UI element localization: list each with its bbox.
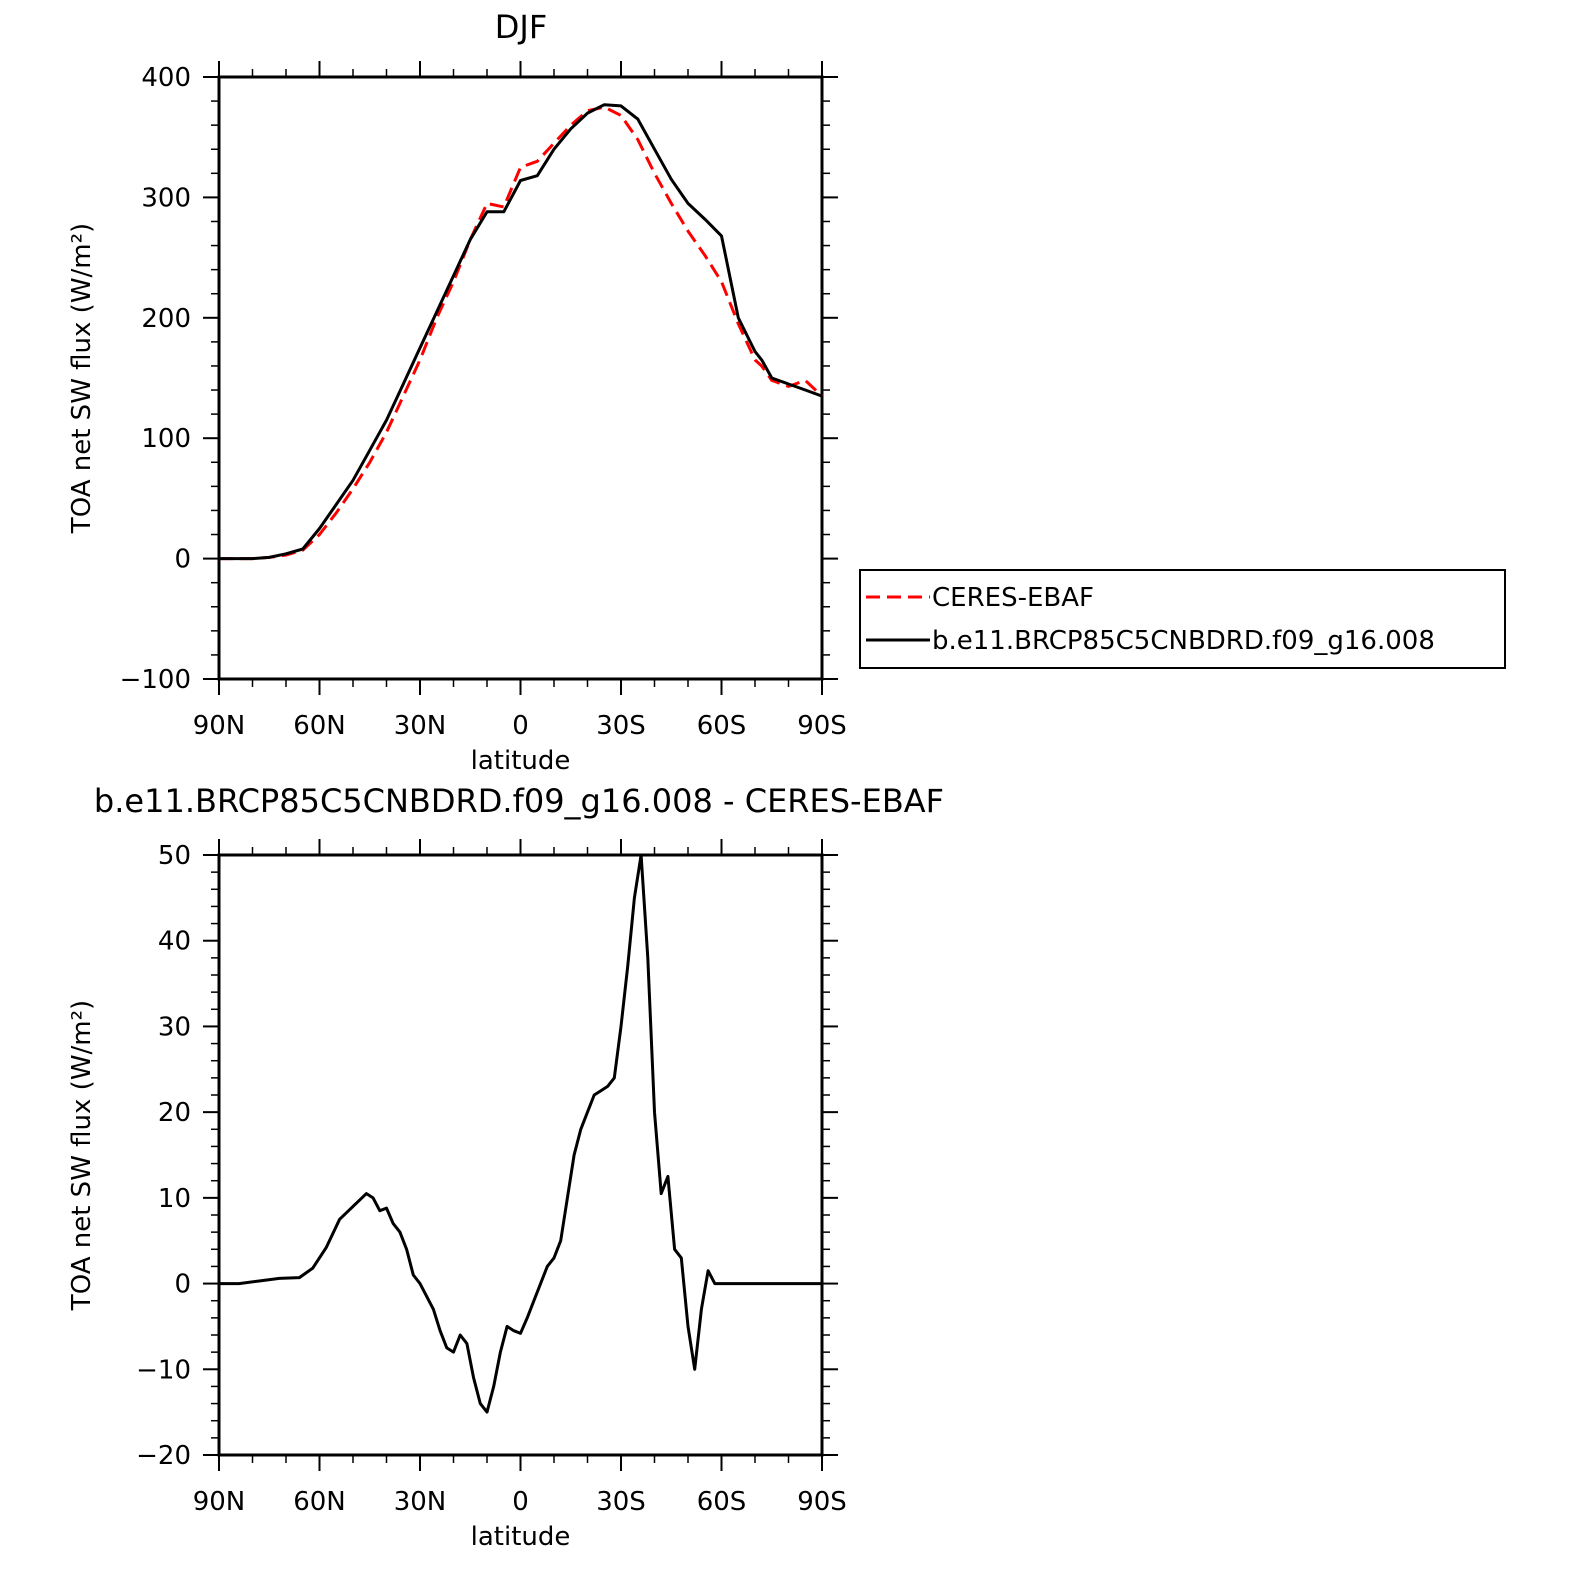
y-tick-label-0-3: 200 [141,304,191,334]
x-tick-label-1-6: 90S [797,1487,847,1517]
x-tick-label-1-5: 60S [697,1487,747,1517]
x-tick-label-1-3: 0 [512,1487,529,1517]
y-tick-label-1-0: −20 [136,1441,191,1471]
y-axis-label-0: TOA net SW flux (W/m²) [67,223,97,534]
bottom-chart-title: b.e11.BRCP85C5CNBDRD.f09_g16.008 - CERES… [94,782,944,820]
y-tick-label-1-5: 30 [158,1012,191,1042]
bottom-plot: −20 −10 0 10 20 30 40 50 90N 60N 30N 0 30S 60S 90S lati… [67,839,847,1552]
plot-frame-0 [217,75,824,681]
x-tick-label-1-1: 60N [293,1487,346,1517]
y-tick-label-1-1: −10 [136,1355,191,1385]
series-line-0-1 [219,103,823,561]
top-plot: −100 0 100 200 300 400 90N 60N 30N 0 30S 60S 90S lati… [67,61,847,776]
y-tick-label-1-3: 10 [158,1184,191,1214]
legend-label-model: b.e11.BRCP85C5CNBDRD.f09_g16.008 [932,626,1435,656]
x-tick-label-0-1: 60N [293,711,346,741]
legend-box [859,569,1506,669]
series-line-1-0 [219,853,822,1414]
y-tick-label-1-6: 40 [158,927,191,957]
legend: CERES-EBAF b.e11.BRCP85C5CNBDRD.f09_g16.… [859,569,1506,669]
x-tick-label-1-2: 30N [394,1487,447,1517]
y-tick-label-0-1: 0 [174,545,191,575]
y-tick-label-0-5: 400 [141,63,191,93]
x-tick-label-0-6: 90S [797,711,847,741]
series-line-0-0 [219,105,824,561]
x-axis-label-1: latitude [471,1522,571,1552]
y-tick-label-1-7: 50 [158,841,191,871]
legend-label-ceres-ebaf: CERES-EBAF [932,583,1094,613]
x-axis-label-0: latitude [471,746,571,776]
y-tick-label-1-2: 0 [174,1270,191,1300]
y-tick-label-0-4: 300 [141,183,191,213]
plot-frame-1 [217,853,824,1457]
y-axis-label-1: TOA net SW flux (W/m²) [67,1000,97,1311]
y-tick-label-1-4: 20 [158,1098,191,1128]
y-tick-label-0-2: 100 [141,424,191,454]
x-tick-label-1-0: 90N [193,1487,246,1517]
x-tick-label-0-0: 90N [193,711,246,741]
top-chart-title: DJF [495,8,547,46]
x-tick-label-0-5: 60S [697,711,747,741]
x-tick-label-0-4: 30S [596,711,646,741]
x-tick-label-0-3: 0 [512,711,529,741]
x-tick-label-0-2: 30N [394,711,447,741]
y-tick-label-0-0: −100 [120,665,191,695]
x-tick-label-1-4: 30S [596,1487,646,1517]
